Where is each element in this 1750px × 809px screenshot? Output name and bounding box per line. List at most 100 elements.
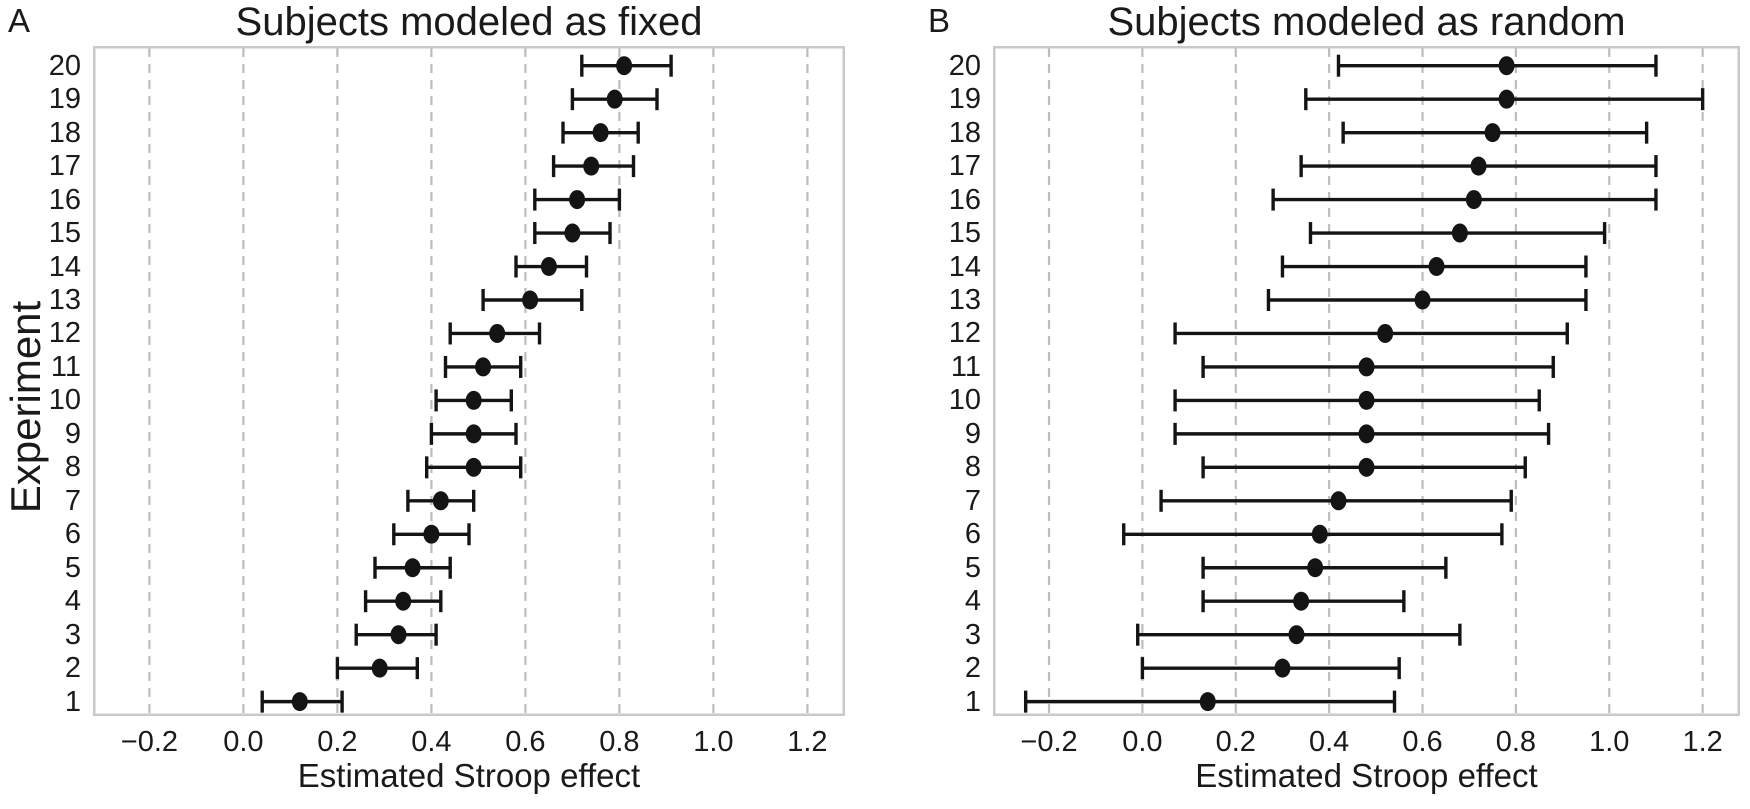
point-estimate-marker <box>390 625 407 645</box>
x-tick-label: −0.2 <box>120 726 179 758</box>
panel-a-plot <box>93 46 845 716</box>
experiment-row <box>335 657 419 680</box>
experiment-row <box>392 523 471 546</box>
experiment-row <box>570 88 659 111</box>
panel-b-letter: B <box>928 2 951 39</box>
y-tick-label: 6 <box>64 518 81 551</box>
point-estimate-marker <box>465 424 482 444</box>
experiment-row <box>1271 188 1658 211</box>
experiment-row <box>406 489 476 512</box>
plot-frame <box>993 46 1740 716</box>
point-estimate-marker <box>423 524 440 544</box>
experiment-row <box>533 188 622 211</box>
experiment-row <box>260 690 344 713</box>
experiment-row <box>1341 121 1649 144</box>
point-estimate-marker <box>564 223 581 243</box>
y-tick-label: 12 <box>948 317 981 350</box>
plot-frame <box>93 46 845 716</box>
point-estimate-marker <box>395 591 412 611</box>
experiment-row <box>1336 54 1658 77</box>
y-tick-label: 17 <box>948 150 981 183</box>
y-tick-label: 15 <box>948 217 981 250</box>
point-estimate-marker <box>1498 56 1515 76</box>
y-tick-label: 5 <box>964 551 981 584</box>
panel-b-title: Subjects modeled as random <box>1107 0 1626 44</box>
y-tick-label: 13 <box>48 283 81 316</box>
point-estimate-marker <box>465 457 482 477</box>
experiment-row <box>551 155 636 178</box>
point-estimate-marker <box>569 190 586 210</box>
experiment-row <box>1201 355 1555 378</box>
x-tick-label: 1.0 <box>1589 726 1630 758</box>
y-tick-label: 7 <box>964 484 981 517</box>
experiment-row <box>1173 389 1541 412</box>
y-tick-label: 7 <box>64 484 81 517</box>
panel-a-x-axis-label: Estimated Stroop effect <box>297 757 641 794</box>
experiment-row <box>373 556 452 579</box>
y-tick-label: 18 <box>948 116 981 149</box>
point-estimate-marker <box>1358 357 1375 377</box>
point-estimate-marker <box>1330 491 1347 511</box>
x-tick-label: 0.8 <box>599 726 640 758</box>
y-tick-label: 15 <box>48 217 81 250</box>
experiment-row <box>1140 657 1401 680</box>
experiment-row <box>443 355 523 378</box>
point-estimate-marker <box>592 123 609 143</box>
experiment-row <box>1173 322 1569 345</box>
experiment-row <box>1201 456 1527 479</box>
x-tick-label: 0.4 <box>411 726 452 758</box>
point-estimate-marker <box>1498 89 1515 109</box>
point-estimate-marker <box>1465 190 1482 210</box>
y-tick-label: 11 <box>950 350 981 383</box>
experiment-row <box>354 623 438 646</box>
y-tick-label: 18 <box>48 116 81 149</box>
y-tick-label: 6 <box>964 518 981 551</box>
point-estimate-marker <box>583 156 600 176</box>
point-estimate-marker <box>1199 692 1216 712</box>
y-tick-label: 2 <box>64 652 81 685</box>
y-tick-label: 4 <box>964 585 981 618</box>
point-estimate-marker <box>522 290 539 310</box>
y-tick-label: 8 <box>964 451 981 484</box>
y-tick-label: 4 <box>64 585 81 618</box>
x-tick-label: 0.6 <box>1402 726 1443 758</box>
experiment-row <box>533 222 612 245</box>
y-tick-label: 19 <box>48 83 81 116</box>
y-tick-label: 9 <box>64 417 81 450</box>
experiment-row <box>434 389 513 412</box>
experiment-row <box>1280 255 1588 278</box>
experiment-row <box>1122 523 1504 546</box>
point-estimate-marker <box>1484 123 1501 143</box>
experiment-row <box>1159 489 1513 512</box>
y-tick-label: 5 <box>64 551 81 584</box>
point-estimate-marker <box>1358 424 1375 444</box>
point-estimate-marker <box>1428 257 1445 277</box>
y-tick-label: 20 <box>48 49 81 82</box>
x-tick-label: 0.2 <box>1215 726 1256 758</box>
point-estimate-marker <box>465 390 482 410</box>
x-tick-label: 0.6 <box>505 726 546 758</box>
y-tick-label: 10 <box>48 384 81 417</box>
point-estimate-marker <box>489 323 506 343</box>
y-tick-label: 10 <box>948 384 981 417</box>
experiment-row <box>1308 222 1607 245</box>
x-tick-label: 0.0 <box>1122 726 1163 758</box>
x-tick-label: −0.2 <box>1020 726 1078 758</box>
experiment-row <box>1304 88 1705 111</box>
experiment-row <box>363 590 443 613</box>
experiment-row <box>448 322 542 345</box>
x-tick-label: 1.2 <box>1682 726 1723 758</box>
x-tick-label: 1.0 <box>693 726 734 758</box>
experiment-row <box>1299 155 1658 178</box>
y-tick-label: 12 <box>48 317 81 350</box>
point-estimate-marker <box>616 56 633 76</box>
point-estimate-marker <box>606 89 623 109</box>
experiment-row <box>1201 556 1448 579</box>
point-estimate-marker <box>432 491 449 511</box>
experiment-row <box>580 54 673 77</box>
x-tick-label: 0.2 <box>317 726 358 758</box>
x-tick-label: 0.4 <box>1308 726 1350 758</box>
point-estimate-marker <box>475 357 492 377</box>
panel-a-title: Subjects modeled as fixed <box>235 0 703 44</box>
y-tick-label: 3 <box>964 618 981 651</box>
